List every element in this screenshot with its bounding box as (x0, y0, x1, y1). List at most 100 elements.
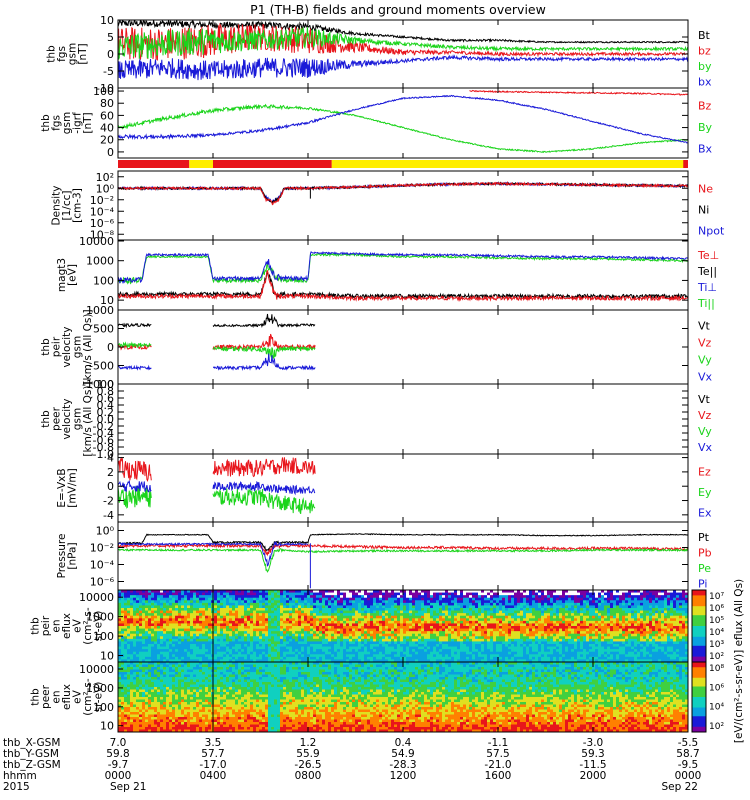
panel-pressure: 10⁰ 10⁻² 10⁻⁴ 10⁻⁶ Pressure[nPa] Pt Pb Pe Pi (56, 521, 712, 591)
series-blue-line (118, 364, 152, 371)
y-axis-label: gsm (66, 43, 78, 65)
legend-entry: Vy (698, 354, 712, 367)
legend-entry: Pb (698, 546, 712, 559)
legend-entry: Te|| (697, 265, 717, 278)
series-blue-line (212, 353, 316, 371)
y-axis-label: velocity (61, 326, 73, 367)
mode-bar-segment (118, 160, 190, 168)
x-axis-value: 0400 (200, 770, 227, 782)
y-axis-label: peer (40, 684, 52, 709)
panel-efield: 420 -2-4 E=-VxB[mV/m] Ez Ey Ex (56, 452, 712, 523)
y-axis-label: en (51, 690, 63, 703)
y-tick-label: 10⁰ (96, 525, 115, 538)
y-tick-label: 10⁰ (96, 182, 115, 195)
y-axis-label: eV (72, 618, 84, 632)
x-axis-row-label: thb_X-GSM (3, 737, 60, 749)
y-tick-label: 10 (100, 294, 114, 307)
series-blue-line (118, 480, 152, 493)
legend-entry: Ex (698, 507, 712, 520)
legend-entry: Vz (698, 409, 712, 422)
x-axis-table: thb_X-GSM 7.0 3.5 1.2 0.4 -1.1 -3.0 -5.5 thb_Y-G… (3, 737, 701, 793)
y-axis-label: E=-VxB (56, 468, 68, 507)
y-tick-label: 0.0 (97, 413, 115, 426)
panel-frame (117, 383, 689, 455)
y-tick-label: 1000 (86, 304, 114, 317)
panel-peer_velocity: 1.00.80.60.40.20.0-0.2-0.4-0.6-0.8-1.0 th… (40, 378, 713, 461)
panel-mode_bar (118, 160, 688, 168)
x-axis-value: -11.5 (579, 759, 606, 771)
x-axis-value: -17.0 (199, 759, 226, 771)
colorbar-label: [eV/(cm²-s-sr-eV)] eflux (All Qs) (733, 579, 745, 743)
x-axis-row-label: thb_Z-GSM (3, 759, 61, 771)
y-axis-label: [nT] (82, 112, 94, 133)
y-tick-label: -10 (96, 82, 114, 95)
y-axis-label: thb (45, 45, 57, 63)
legend-entry: Ti|| (697, 297, 715, 310)
y-tick-label: -1000 (82, 378, 114, 391)
y-axis-label: [km/s (All Qs)] (82, 309, 94, 384)
series-red-line (118, 270, 688, 302)
y-tick-label: -0.2 (93, 420, 114, 433)
x-axis-value: 0800 (295, 770, 322, 782)
y-axis-label: thb (30, 617, 42, 635)
series-green-line (212, 345, 316, 360)
colorbar-peir_spectrogram: 10⁷ 10⁶ 10⁵ 10⁴ 10³ 10² (691, 589, 724, 663)
x-axis-value: 59.3 (581, 748, 604, 760)
y-tick-label: 1000 (86, 682, 114, 695)
series-green-line (212, 487, 316, 515)
x-axis-value: 57.7 (201, 748, 224, 760)
y-axis-label: (cm²-s- (82, 607, 94, 645)
y-tick-label: 10² (96, 171, 114, 184)
panel-peer_spectrogram: 10000 1000 100 10 thbpeerenefluxeV(cm²-s-sr-… (30, 661, 689, 733)
x-axis-value: Sep 21 (110, 781, 147, 793)
y-axis-label: eflux (61, 684, 73, 710)
y-axis-label: peir (40, 615, 52, 636)
y-tick-label: 10000 (79, 591, 114, 604)
x-axis-value: 2000 (580, 770, 607, 782)
series-red-line (118, 22, 688, 61)
y-axis-label: magt3 (56, 258, 68, 292)
x-axis-value: -9.5 (678, 759, 699, 771)
panel-frame (117, 170, 689, 241)
y-axis-label: eV (72, 689, 84, 703)
y-tick-label: 10⁻² (90, 542, 114, 555)
panel-peir_velocity: 1000 500 0 -500 -1000 thbpeirvelocitygsm[km/s… (40, 304, 713, 391)
y-tick-label: 1.0 (97, 378, 115, 391)
y-axis-label: -igrf (72, 112, 84, 134)
legend-entry: Pt (698, 531, 710, 544)
x-axis-value: 0000 (675, 770, 702, 782)
panel-frame (117, 521, 689, 591)
x-axis-value: 0.4 (395, 737, 412, 749)
series-red-line (118, 181, 688, 206)
y-tick-label: 0.2 (97, 406, 115, 419)
legend-entry: By (698, 121, 713, 134)
y-axis-label: [cm-3] (72, 188, 84, 223)
x-axis-value: 1600 (485, 770, 512, 782)
y-axis-label: fgs (51, 115, 63, 131)
x-axis-value: -21.0 (484, 759, 511, 771)
y-tick-label: 0 (107, 146, 114, 159)
legend-entry: Vx (698, 371, 713, 384)
y-axis-label: sr-eV) (93, 611, 105, 642)
y-axis-label: gsm (61, 112, 73, 134)
colorbar-tick-label: 10⁴ (709, 628, 724, 638)
colorbar-peer_spectrogram: 10⁸ 10⁶ 10⁴ 10² (691, 661, 724, 733)
y-tick-label: 4 (107, 452, 114, 465)
y-tick-label: 100 (93, 85, 114, 98)
x-axis-value: 55.9 (296, 748, 319, 760)
legend-entry: Ne (698, 183, 713, 196)
y-tick-label: 0.8 (97, 385, 115, 398)
y-tick-label: 10 (100, 720, 114, 733)
y-axis-label: [eV] (66, 264, 78, 286)
legend-entry: Ni (698, 204, 709, 217)
y-tick-label: 10⁻⁶ (90, 217, 115, 230)
legend-entry: Vx (698, 441, 713, 454)
series-black-line (118, 20, 688, 44)
series-red-line (212, 457, 316, 478)
y-axis-label: gsm (72, 408, 84, 430)
y-axis-label: thb (30, 688, 42, 706)
y-tick-label: 10⁻⁴ (90, 205, 115, 218)
y-tick-label: 10000 (79, 663, 114, 676)
